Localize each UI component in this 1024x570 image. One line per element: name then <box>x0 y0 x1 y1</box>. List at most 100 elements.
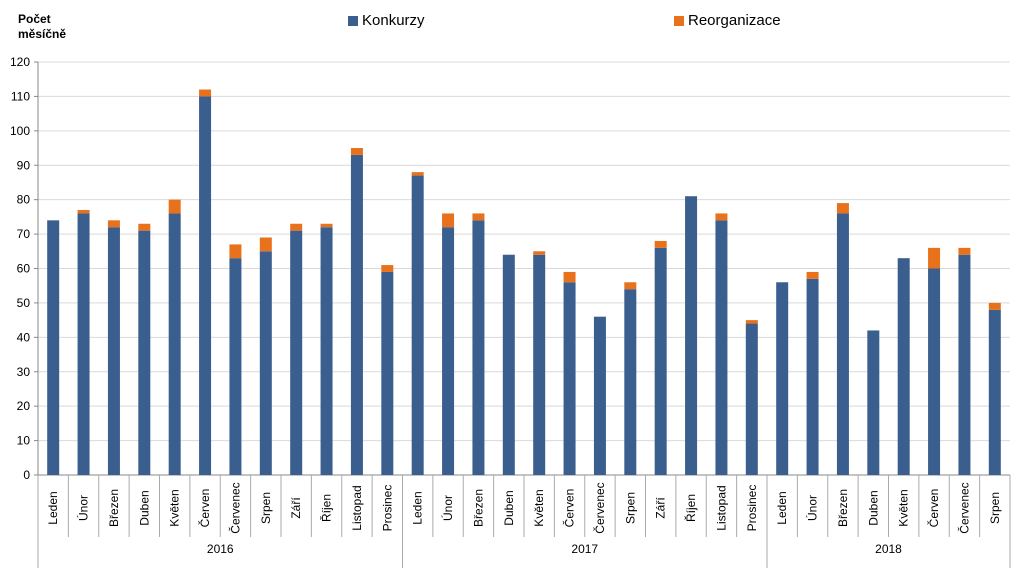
bar-konkurzy <box>290 230 303 475</box>
bar-reorganizace <box>411 172 424 176</box>
bar-reorganizace <box>563 271 576 283</box>
legend-item-reorganizace: Reorganizace <box>674 12 781 29</box>
bar-reorganizace <box>958 247 971 255</box>
bar-konkurzy <box>381 271 394 475</box>
legend-label-konkurzy: Konkurzy <box>362 12 425 29</box>
bar-reorganizace <box>107 220 120 228</box>
x-tick-label: Červenec <box>956 482 971 533</box>
x-tick-label: Únor <box>76 495 91 521</box>
bar-reorganizace <box>472 213 485 221</box>
x-tick-label: Duben <box>137 490 151 525</box>
bar-konkurzy <box>745 323 758 475</box>
group-label: 2016 <box>207 542 234 556</box>
bar-konkurzy <box>563 282 576 475</box>
bar-konkurzy <box>593 316 606 475</box>
bar-reorganizace <box>928 247 941 269</box>
bar-konkurzy <box>715 220 728 475</box>
x-tick-label: Duben <box>866 490 880 525</box>
bar-konkurzy <box>199 96 212 476</box>
x-tick-label: Květen <box>897 489 911 526</box>
y-tick-label: 40 <box>17 330 31 344</box>
legend-swatch-konkurzy <box>348 15 358 26</box>
y-tick-label: 70 <box>17 227 31 241</box>
x-tick-label: Prosinec <box>745 485 759 532</box>
bar-konkurzy <box>776 282 789 475</box>
bar-reorganizace <box>745 320 758 324</box>
bar-konkurzy <box>928 268 941 475</box>
bar-reorganizace <box>77 209 90 214</box>
x-tick-label: Červenec <box>227 482 242 533</box>
bar-reorganizace <box>715 213 728 221</box>
x-tick-label: Duben <box>502 490 516 525</box>
bar-konkurzy <box>168 213 181 475</box>
bar-konkurzy <box>988 309 1001 475</box>
y-tick-label: 120 <box>10 55 30 69</box>
x-tick-label: Srpen <box>259 492 273 524</box>
x-tick-label: Leden <box>775 491 789 524</box>
bar-reorganizace <box>654 240 667 248</box>
bar-konkurzy <box>259 251 272 475</box>
x-tick-label: Září <box>289 497 303 519</box>
y-tick-label: 50 <box>17 296 31 310</box>
bar-reorganizace <box>259 237 272 252</box>
bar-konkurzy <box>472 220 485 475</box>
y-tick-label: 30 <box>17 365 31 379</box>
bar-reorganizace <box>320 223 333 228</box>
legend-label-reorganizace: Reorganizace <box>688 12 781 29</box>
y-tick-label: 20 <box>17 399 31 413</box>
bar-konkurzy <box>138 230 151 475</box>
y-tick-label: 100 <box>10 124 30 138</box>
x-tick-label: Červen <box>197 489 212 528</box>
bar-konkurzy <box>685 196 698 475</box>
bar-konkurzy <box>350 154 363 476</box>
x-tick-label: Srpen <box>988 492 1002 524</box>
bar-konkurzy <box>897 258 910 475</box>
bar-konkurzy <box>624 289 637 475</box>
bar-reorganizace <box>290 223 303 231</box>
x-tick-label: Listopad <box>714 485 728 530</box>
y-tick-label: 110 <box>11 89 30 103</box>
bar-konkurzy <box>806 278 819 475</box>
bar-reorganizace <box>229 244 242 259</box>
bar-konkurzy <box>654 247 667 475</box>
x-tick-label: Listopad <box>350 485 364 530</box>
y-axis-title-line-1: Počet <box>18 12 51 26</box>
bar-konkurzy <box>320 227 333 475</box>
bar-reorganizace <box>168 199 181 214</box>
x-tick-label: Březen <box>107 489 121 527</box>
bar-konkurzy <box>533 254 546 475</box>
y-tick-label: 10 <box>17 434 31 448</box>
bar-reorganizace <box>836 203 849 214</box>
bar-reorganizace <box>442 213 455 228</box>
bar-konkurzy <box>47 220 60 475</box>
x-tick-label: Březen <box>836 489 850 527</box>
x-tick-label: Únor <box>440 495 455 521</box>
group-label: 2018 <box>875 542 902 556</box>
bar-reorganizace <box>988 302 1001 310</box>
bar-konkurzy <box>107 227 120 475</box>
legend-swatch-reorganizace <box>674 15 684 26</box>
bar-konkurzy <box>502 254 515 475</box>
x-tick-label: Červen <box>562 489 577 528</box>
x-tick-label: Květen <box>532 489 546 526</box>
x-tick-label: Leden <box>411 491 425 524</box>
x-tick-label: Září <box>654 497 668 519</box>
x-tick-label: Říjen <box>319 494 334 522</box>
bar-reorganizace <box>138 223 151 231</box>
y-tick-label: 80 <box>17 193 31 207</box>
group-label: 2017 <box>571 542 598 556</box>
x-tick-label: Srpen <box>623 492 637 524</box>
bar-konkurzy <box>411 175 424 475</box>
bar-reorganizace <box>199 89 212 97</box>
x-tick-label: Únor <box>805 495 820 521</box>
y-tick-label: 90 <box>17 158 31 172</box>
x-tick-label: Červen <box>926 489 941 528</box>
x-tick-label: Říjen <box>683 494 698 522</box>
bar-konkurzy <box>867 330 880 475</box>
bar-reorganizace <box>806 271 819 279</box>
bar-konkurzy <box>958 254 971 475</box>
bar-konkurzy <box>836 213 849 475</box>
bar-reorganizace <box>350 148 363 155</box>
